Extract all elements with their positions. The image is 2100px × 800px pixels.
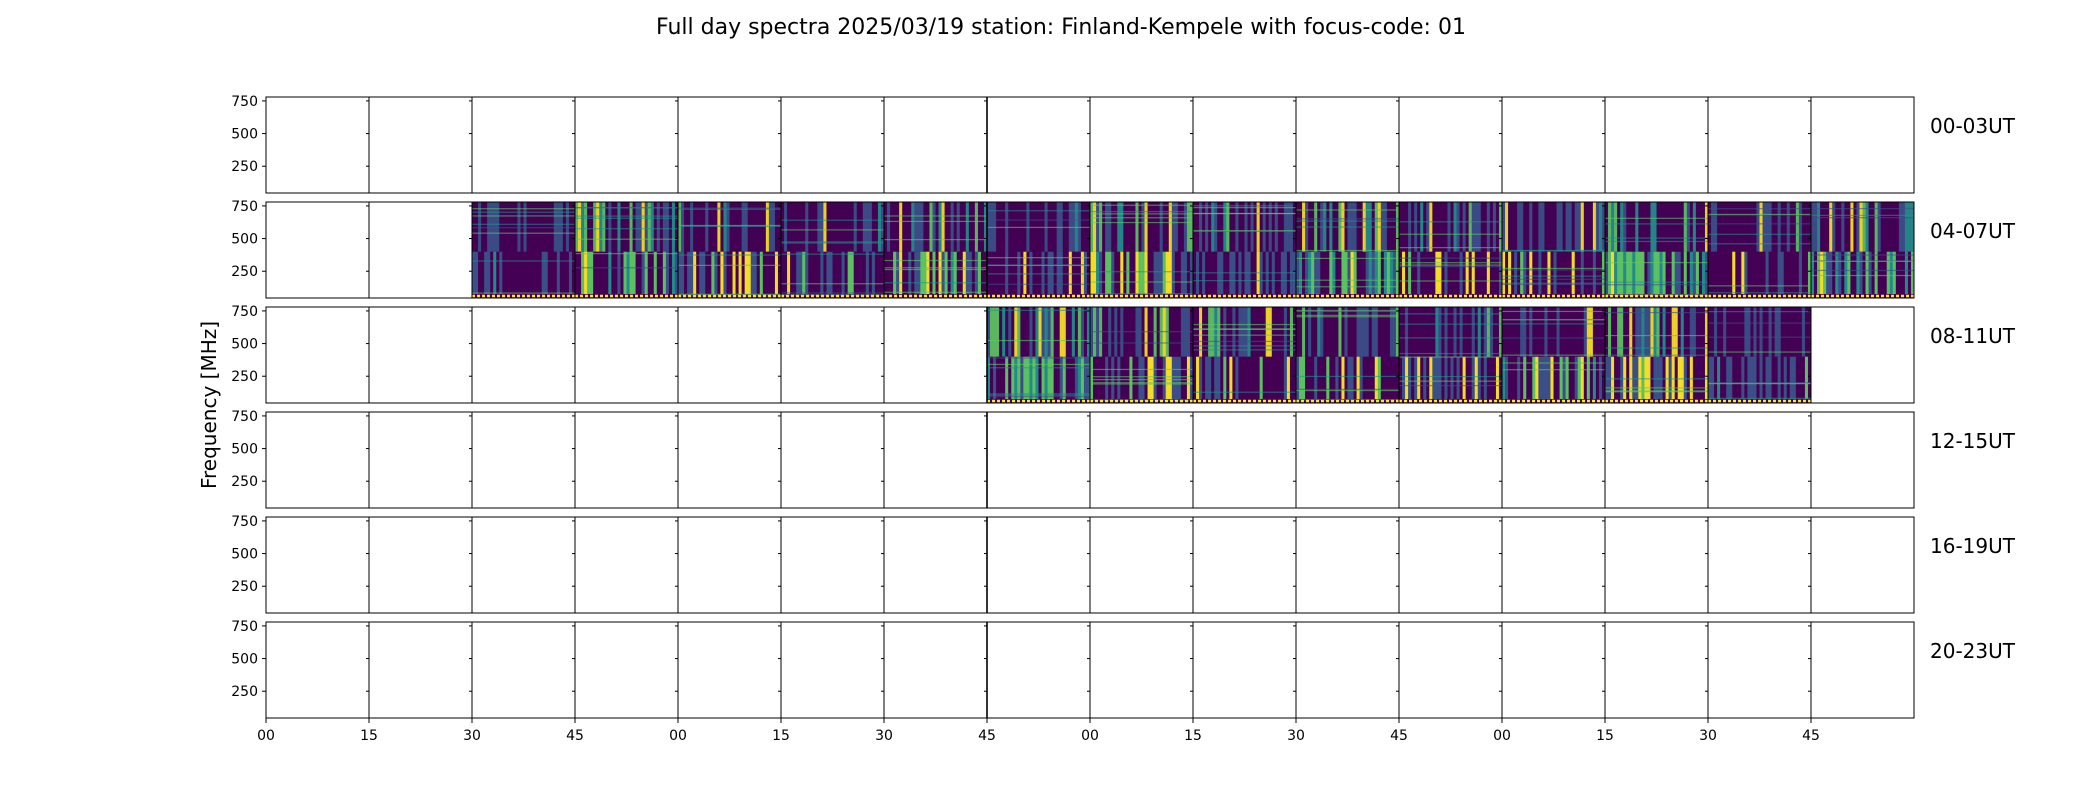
spectrum-panel (781, 202, 885, 298)
x-tick-label: 15 (1596, 728, 1614, 744)
y-tick-label: 250 (231, 264, 258, 280)
y-axis-label: Frequency [MHz] (197, 321, 221, 489)
spectra-row: 250 500 750 04-07UT (231, 199, 2016, 299)
x-tick-label: 15 (772, 728, 790, 744)
row-label: 00-03UT (1930, 114, 2016, 138)
x-tick-label: 30 (1287, 728, 1305, 744)
x-tick-label: 45 (566, 728, 584, 744)
y-tick-label: 500 (231, 337, 258, 353)
row-label: 04-07UT (1930, 219, 2016, 243)
spectrum-panel (987, 202, 1091, 298)
y-tick-label: 500 (231, 442, 258, 458)
y-tick-label: 750 (231, 409, 258, 425)
spectra-rows: 250 500 750 00-03UT 250 500 750 04-07UT 250 500 75… (231, 94, 2016, 719)
spectrum-panel (1605, 202, 1709, 298)
spectra-row: 250 500 750 20-23UT (231, 619, 2016, 719)
x-tick-label: 30 (463, 728, 481, 744)
spectrum-panel (1399, 202, 1503, 298)
y-tick-label: 750 (231, 514, 258, 530)
spectrum-panel (1090, 202, 1194, 298)
row-label: 16-19UT (1930, 534, 2016, 558)
spectrum-panel (1708, 307, 1812, 403)
row-label: 20-23UT (1930, 639, 2016, 663)
y-tick-label: 250 (231, 369, 258, 385)
spectrum-panel (1502, 202, 1606, 298)
spectrum-panel (884, 202, 988, 298)
spectrum-panel (1502, 307, 1606, 403)
x-tick-label: 00 (1493, 728, 1511, 744)
y-tick-label: 250 (231, 159, 258, 175)
x-tick-label: 45 (978, 728, 996, 744)
spectra-row: 250 500 750 12-15UT (231, 409, 2016, 509)
spectrum-panel (987, 307, 1091, 403)
spectrum-panel (1811, 202, 1915, 298)
y-tick-label: 750 (231, 94, 258, 110)
y-tick-label: 750 (231, 619, 258, 635)
spectrum-panel (1193, 202, 1297, 298)
x-tick-label: 15 (360, 728, 378, 744)
spectrum-panel (1193, 307, 1297, 403)
spectra-row: 250 500 750 00-03UT (231, 94, 2016, 194)
y-tick-label: 250 (231, 579, 258, 595)
x-tick-label: 00 (669, 728, 687, 744)
spectrum-panel (472, 202, 576, 298)
spectra-row: 250 500 750 08-11UT (231, 304, 2016, 404)
x-tick-label: 15 (1184, 728, 1202, 744)
y-tick-label: 750 (231, 199, 258, 215)
spectrum-panel (1399, 307, 1503, 403)
spectrum-panel (575, 202, 679, 298)
y-tick-label: 750 (231, 304, 258, 320)
y-tick-label: 500 (231, 652, 258, 668)
spectrum-panel (678, 202, 782, 298)
spectrum-panel (1708, 202, 1812, 298)
spectrum-panel (1605, 307, 1709, 403)
x-tick-label: 00 (257, 728, 275, 744)
x-tick-label: 00 (1081, 728, 1099, 744)
row-label: 12-15UT (1930, 429, 2016, 453)
row-label: 08-11UT (1930, 324, 2016, 348)
x-tick-label: 45 (1802, 728, 1820, 744)
x-axis: 00 15 30 45 00 15 30 45 00 15 30 45 00 15 30 45 (257, 718, 1820, 744)
y-tick-label: 250 (231, 474, 258, 490)
y-tick-label: 250 (231, 684, 258, 700)
x-tick-label: 45 (1390, 728, 1408, 744)
y-tick-label: 500 (231, 547, 258, 563)
spectrum-panel (1296, 202, 1400, 298)
spectrum-panel (1090, 307, 1194, 403)
x-tick-label: 30 (875, 728, 893, 744)
spectrum-panel (1296, 307, 1400, 403)
x-tick-label: 30 (1699, 728, 1717, 744)
y-tick-label: 500 (231, 232, 258, 248)
chart-title: Full day spectra 2025/03/19 station: Fin… (656, 15, 1466, 40)
spectra-row: 250 500 750 16-19UT (231, 514, 2016, 614)
y-tick-label: 500 (231, 127, 258, 143)
